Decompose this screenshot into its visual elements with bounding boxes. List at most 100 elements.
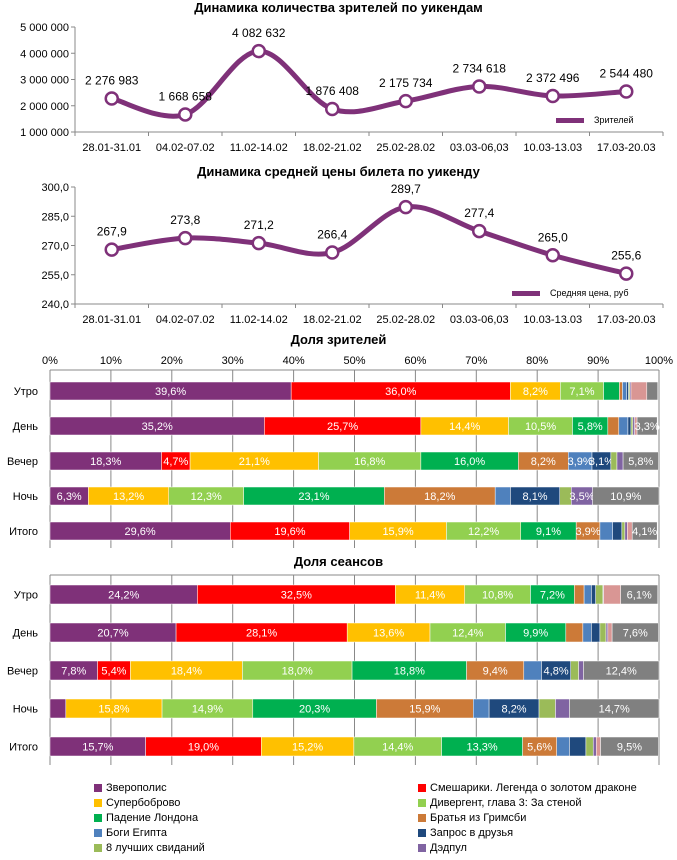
data-label: 16,8% [354,456,385,468]
bar-segment [570,660,579,681]
data-label: 18,0% [282,666,313,678]
legend-item: Дивергент, глава 3: За стеной [418,797,582,809]
bar-segment [592,486,660,506]
data-label: 265,0 [538,230,568,244]
data-point [472,79,487,94]
bar-segment [578,660,584,681]
data-label: 5,4% [101,666,126,678]
legend-swatch [94,814,102,822]
data-label: 3,9% [576,526,601,538]
data-point [619,84,634,99]
data-point [472,223,487,239]
bar-segment [630,416,634,436]
chart-title-session-share: Доля сеансов [293,554,384,569]
x-tick-label: 03.03-06,03 [450,142,509,154]
bar-segment [585,736,594,757]
legend-item: Дэдпул [418,842,467,854]
bar-segment [538,698,556,719]
data-point [251,235,266,251]
data-label: 9,1% [536,526,561,538]
y-tick-label: 300,0 [41,182,69,194]
bar-segment [607,416,620,436]
category-label: Итого [9,526,38,538]
data-point [398,199,413,215]
bar-segment [610,451,618,471]
x-tick-label: 10.03-13.03 [523,142,582,154]
legend-swatch [418,844,426,852]
data-label: 32,5% [281,590,312,602]
data-label: 15,7% [82,742,113,754]
legend-label: 8 лучших свиданий [106,842,205,854]
legend-item: Смешарики. Легенда о золотом драконе [418,782,637,794]
data-label: 6,3% [57,491,82,503]
data-label: 18,8% [394,666,425,678]
bar-segment [631,521,658,541]
data-label: 13,6% [373,628,404,640]
y-tick-label: 255,0 [41,270,69,282]
x-tick-label: 03.03-06,03 [450,314,509,326]
x-tick-label: 10% [100,355,122,367]
category-label: Ночь [13,704,39,716]
y-tick-label: 285,0 [41,211,69,223]
data-label: 4,8% [544,666,569,678]
bar-segment [620,584,659,605]
bar-segment [599,622,607,643]
data-label: 7,6% [623,628,648,640]
data-label: 12,2% [468,526,499,538]
legend-label: Зверополис [106,782,167,794]
data-label: 267,9 [97,225,127,239]
data-label: 12,4% [452,628,483,640]
data-label: 5,8% [628,456,653,468]
data-label: 5,8% [578,421,603,433]
x-tick-label: 28.01-31.01 [82,142,141,154]
data-label: 24,2% [108,590,139,602]
data-label: 8,2% [523,386,548,398]
legend-item: Запрос в друзья [418,827,513,839]
data-label: 2 276 983 [85,73,139,87]
x-tick-label: 18.02-21.02 [303,314,362,326]
data-label: 4,1% [632,526,657,538]
data-label: 4,7% [163,456,188,468]
data-point [398,93,413,109]
data-label: 19,0% [188,742,219,754]
data-label: 271,2 [244,218,274,232]
legend-swatch [418,829,426,837]
bar-segment [569,698,660,719]
data-label: 10,5% [525,421,556,433]
legend-label: Дивергент, глава 3: За стеной [430,797,582,809]
x-tick-label: 60% [404,355,426,367]
bar-segment [569,736,587,757]
x-tick-label: 30% [222,355,244,367]
legend-label: Боги Египта [106,827,168,839]
bar-segment [599,521,613,541]
data-point [104,91,119,106]
category-label: Вечер [7,456,38,468]
data-label: 21,1% [239,456,270,468]
data-label: 14,4% [449,421,480,433]
data-label: 1 668 658 [159,89,213,103]
bar-segment [600,736,659,757]
data-label: 3,5% [569,491,594,503]
legend-label: Запрос в друзья [430,827,514,839]
legend-label: Зрителей [594,115,634,125]
category-label: Утро [14,386,38,398]
x-tick-label: 04.02-07.02 [156,314,215,326]
x-tick-label: 11.02-14.02 [230,142,288,154]
bar-segment [596,736,601,757]
data-label: 8,2% [531,456,556,468]
data-label: 2 372 496 [526,71,580,85]
bar-segment [612,521,623,541]
data-label: 15,9% [382,526,413,538]
data-label: 15,8% [98,704,129,716]
bar-segment [622,451,659,471]
legend-item: Супербоброво [94,797,180,809]
data-label: 28,1% [246,628,277,640]
data-label: 8,2% [502,704,527,716]
x-tick-label: 10.03-13.03 [523,314,582,326]
data-label: 2 544 480 [600,66,654,80]
data-label: 20,7% [97,628,128,640]
bar-segment [595,584,604,605]
data-label: 15,9% [409,704,440,716]
data-label: 2 734 618 [453,61,507,75]
x-tick-label: 17.03-20.03 [597,142,656,154]
